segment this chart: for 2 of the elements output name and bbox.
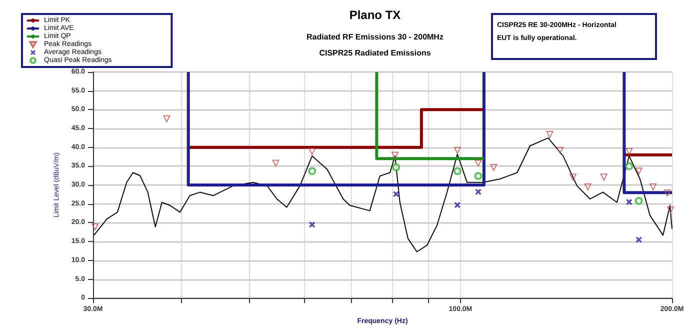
chart-subtitle: Radiated RF Emissions 30 - 200MHz CISPR25 Radiated Emissions	[306, 32, 444, 58]
chart-title: Plano TX	[349, 8, 401, 22]
